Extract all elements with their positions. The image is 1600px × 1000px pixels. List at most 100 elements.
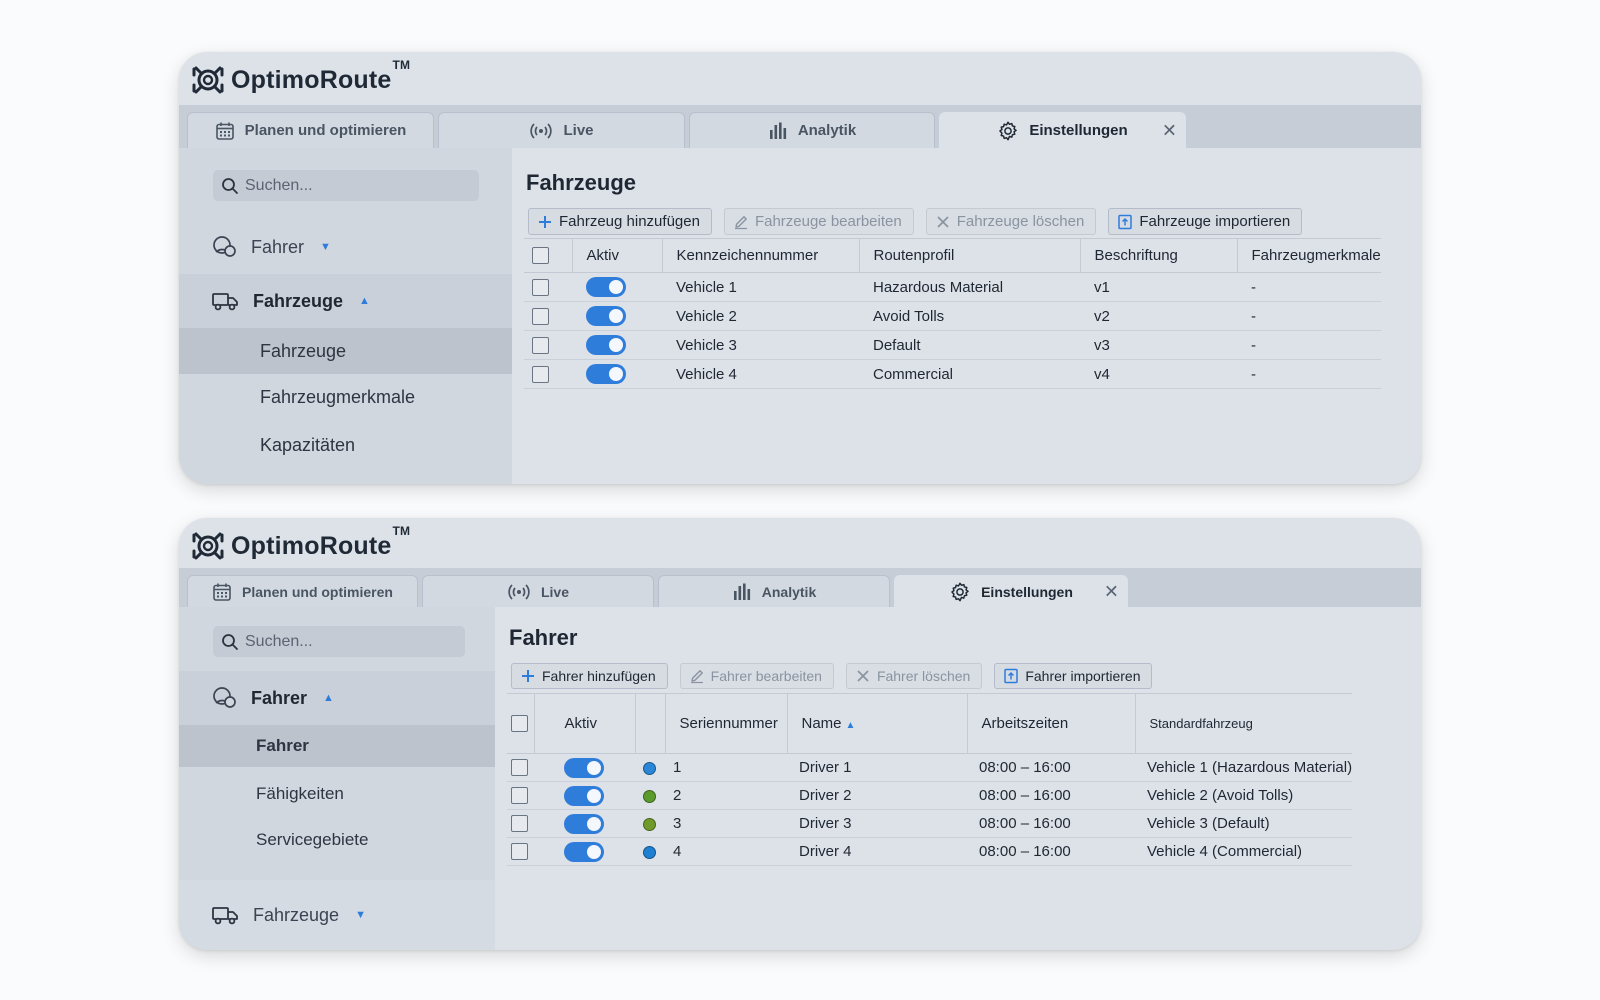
brand-logo: OptimoRouteTM [191,523,411,564]
broadcast-icon [529,121,553,141]
name-cell: Driver 3 [799,815,852,832]
sidebar-item-servicegebiete[interactable]: Servicegebiete [256,830,369,849]
search-box[interactable] [213,626,465,657]
row-checkbox[interactable] [532,307,549,325]
select-all-checkbox[interactable] [532,247,549,265]
add-driver-button[interactable]: Fahrer hinzufügen [511,663,668,689]
toolbar: Fahrzeug hinzufügen Fahrzeuge bearbeiten… [528,208,1303,235]
tab-einstellungen[interactable]: Einstellungen ✕ [894,575,1128,607]
table-row[interactable]: Vehicle 3 Default v3 - [524,331,1381,360]
active-toggle[interactable] [564,757,604,778]
driver-color-dot [643,789,656,803]
sidebar-group-fahrer[interactable]: Fahrer ▼ [179,220,512,274]
col-aktiv[interactable]: Aktiv [534,693,636,754]
drivers-table: Aktiv Seriennummer Name ▲ Arbeitszeiten S… [507,693,1353,866]
active-toggle[interactable] [586,306,626,326]
row-checkbox[interactable] [511,843,528,861]
search-box[interactable] [213,170,479,201]
features-cell: - [1251,278,1256,296]
optimoroute-logo-icon [191,63,225,97]
table-row[interactable]: Vehicle 2 Avoid Tolls v2 - [524,302,1381,331]
bar-chart-icon [732,582,752,602]
table-row[interactable]: Vehicle 1 Hazardous Material v1 - [524,273,1381,302]
tab-live[interactable]: Live [422,575,654,607]
plate-cell: Vehicle 3 [676,336,737,354]
table-row[interactable]: 2 Driver 2 08:00 – 16:00 Vehicle 2 (Avoi… [507,782,1353,810]
chevron-up-icon: ▲ [359,295,370,307]
profile-cell: Hazardous Material [873,278,1004,296]
close-tab-icon[interactable]: ✕ [1161,120,1177,140]
delete-vehicles-button[interactable]: Fahrzeuge löschen [925,208,1097,235]
sidebar-item-kapazitaeten[interactable]: Kapazitäten [260,434,356,455]
sidebar-item-faehigkeiten[interactable]: Fähigkeiten [256,784,344,803]
row-checkbox[interactable] [511,787,528,805]
vehicles-table: Aktiv Kennzeichennummer Routenprofil Bes… [524,238,1381,389]
tab-analytik[interactable]: Analytik [689,112,935,148]
plate-cell: Vehicle 2 [676,307,737,325]
table-row[interactable]: 1 Driver 1 08:00 – 16:00 Vehicle 1 (Haza… [507,754,1353,782]
active-toggle[interactable] [586,335,626,355]
plate-cell: Vehicle 4 [676,365,737,383]
tab-planen[interactable]: Planen und optimieren [187,575,418,607]
search-input[interactable] [245,632,455,651]
hours-cell: 08:00 – 16:00 [979,787,1071,804]
select-all-checkbox[interactable] [511,715,528,733]
row-checkbox[interactable] [511,759,528,777]
settings-sidebar: Fahrer ▲ Fahrer Fähigkeiten Servicegebie… [179,607,495,950]
default-vehicle-cell: Vehicle 3 (Default) [1147,815,1270,832]
row-checkbox[interactable] [532,278,549,296]
row-checkbox[interactable] [511,815,528,833]
col-fahrzeugmerkmale[interactable]: Fahrzeugmerkmale [1251,247,1381,264]
driver-icon [211,235,237,259]
sidebar-group-fahrzeuge[interactable]: Fahrzeuge ▼ [179,880,495,950]
col-kennzeichennummer[interactable]: Kennzeichennummer [662,238,860,273]
sidebar-item-fahrer[interactable]: Fahrer [179,725,495,767]
row-checkbox[interactable] [532,365,549,383]
import-drivers-button[interactable]: Fahrer importieren [994,663,1153,689]
col-aktiv[interactable]: Aktiv [572,238,663,273]
x-icon [935,214,951,230]
table-row[interactable]: 4 Driver 4 08:00 – 16:00 Vehicle 4 (Comm… [507,838,1353,866]
active-toggle[interactable] [586,364,626,384]
table-row[interactable]: 3 Driver 3 08:00 – 16:00 Vehicle 3 (Defa… [507,810,1353,838]
col-routenprofil[interactable]: Routenprofil [859,238,1081,273]
active-toggle[interactable] [586,277,626,297]
col-name[interactable]: Name ▲ [787,693,968,754]
col-standardfahrzeug[interactable]: Standardfahrzeug [1149,716,1253,731]
active-toggle[interactable] [564,841,604,862]
brand-name: OptimoRouteTM [231,523,411,560]
active-toggle[interactable] [564,813,604,834]
sidebar-group-fahrzeuge[interactable]: Fahrzeuge ▲ [179,274,512,328]
tab-live[interactable]: Live [438,112,685,148]
col-color [635,693,666,754]
import-vehicles-button[interactable]: Fahrzeuge importieren [1108,208,1303,235]
col-arbeitszeiten[interactable]: Arbeitszeiten [967,693,1136,754]
close-tab-icon[interactable]: ✕ [1103,581,1119,601]
edit-drivers-button[interactable]: Fahrer bearbeiten [679,663,834,689]
pencil-icon [689,668,705,684]
sidebar-item-fahrzeuge[interactable]: Fahrzeuge [179,328,512,374]
sidebar-item-fahrzeugmerkmale[interactable]: Fahrzeugmerkmale [260,386,416,407]
search-input[interactable] [245,176,455,195]
edit-vehicles-button[interactable]: Fahrzeuge bearbeiten [723,208,914,235]
search-icon [221,633,239,651]
row-checkbox[interactable] [532,336,549,354]
brand-logo: OptimoRouteTM [191,58,410,98]
tab-planen[interactable]: Planen und optimieren [187,112,434,148]
calendar-icon [215,121,235,141]
tab-analytik[interactable]: Analytik [658,575,890,607]
table-row[interactable]: Vehicle 4 Commercial v4 - [524,360,1381,389]
profile-cell: Avoid Tolls [873,307,945,325]
col-seriennummer[interactable]: Seriennummer [665,693,788,754]
x-icon [855,668,871,684]
plus-icon [520,668,536,684]
search-icon [221,177,239,195]
add-vehicle-button[interactable]: Fahrzeug hinzufügen [528,208,712,235]
features-cell: - [1251,365,1256,383]
delete-drivers-button[interactable]: Fahrer löschen [845,663,983,689]
active-toggle[interactable] [564,785,604,806]
name-cell: Driver 4 [799,843,852,860]
sidebar-group-fahrer[interactable]: Fahrer ▲ [179,671,495,725]
tab-einstellungen[interactable]: Einstellungen ✕ [939,112,1186,148]
col-beschriftung[interactable]: Beschriftung [1080,238,1238,273]
